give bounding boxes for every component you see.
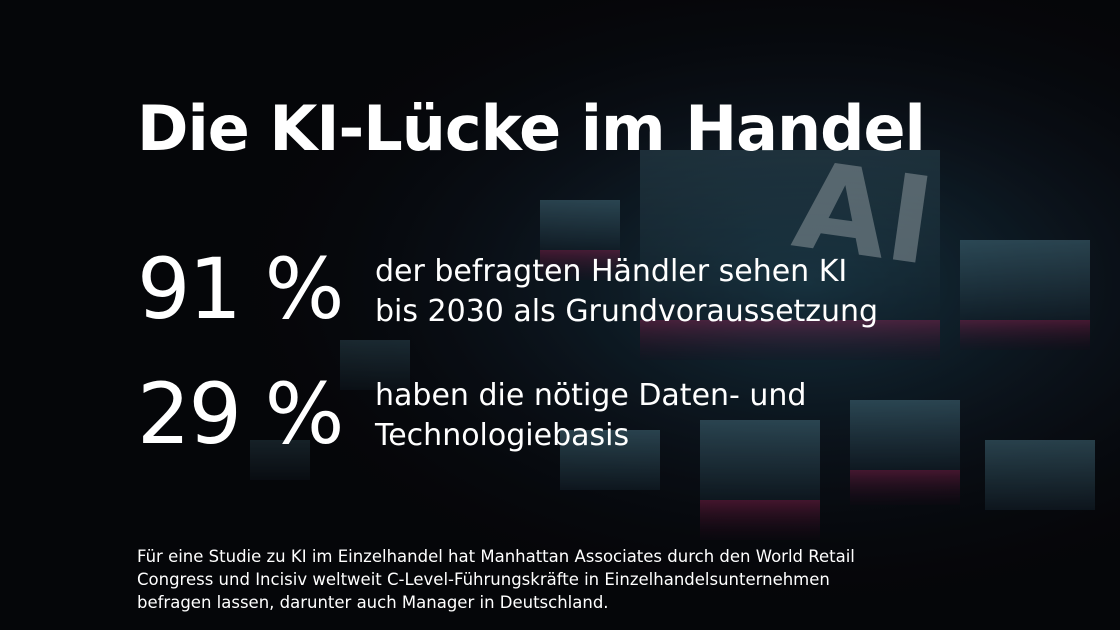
footnote-line: Für eine Studie zu KI im Einzelhandel ha…: [137, 547, 855, 566]
footnote: Für eine Studie zu KI im Einzelhandel ha…: [137, 545, 855, 614]
stat-line: Technologiebasis: [375, 418, 630, 453]
stat-line: der befragten Händler sehen KI: [375, 254, 848, 289]
footnote-line: befragen lassen, darunter auch Manager i…: [137, 593, 609, 612]
stat-figure: 91 %: [137, 240, 344, 338]
stat-line: haben die nötige Daten- und: [375, 378, 807, 413]
stat-figure: 29 %: [137, 365, 344, 463]
stat-text: haben die nötige Daten- und Technologieb…: [375, 376, 806, 456]
ai-letters: AI: [786, 136, 942, 293]
footnote-line: Congress und Incisiv weltweit C-Level-Fü…: [137, 570, 830, 589]
stat-text: der befragten Händler sehen KI bis 2030 …: [375, 252, 878, 332]
stat-line: bis 2030 als Grundvoraussetzung: [375, 294, 879, 329]
chip-blocks: [250, 150, 1095, 540]
title: Die KI-Lücke im Handel: [137, 92, 926, 165]
